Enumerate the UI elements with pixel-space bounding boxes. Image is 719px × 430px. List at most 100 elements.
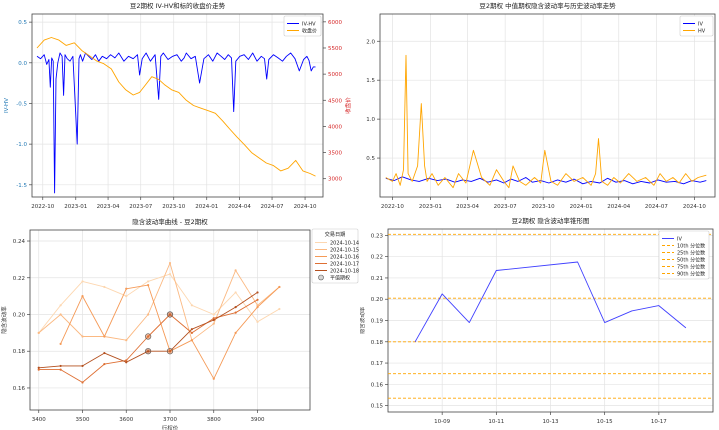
data-point [212, 322, 215, 325]
series-line-1 [414, 261, 687, 343]
x-tick-label: 2024-07 [645, 204, 668, 210]
data-point [190, 304, 193, 307]
data-point [37, 331, 40, 334]
plot-frame [31, 13, 324, 198]
data-point [234, 306, 237, 309]
data-point [256, 306, 259, 309]
data-point [103, 351, 106, 355]
y-tick-label: 1.5 [366, 78, 375, 84]
data-point [147, 284, 150, 287]
data-point [212, 318, 215, 322]
x-tick-label: 2023-10 [162, 204, 185, 210]
data-point [125, 361, 128, 364]
y-axis-label: 隐含波动率 [0, 306, 8, 334]
y2-axis-label: 收盘价 [344, 97, 352, 114]
x-tick-label: 2023-04 [97, 204, 120, 210]
data-point [234, 311, 237, 314]
data-point [278, 307, 281, 311]
legend-box [679, 15, 714, 37]
data-point [103, 362, 106, 366]
atm-point [145, 333, 152, 340]
data-point [81, 364, 84, 368]
y-tick-label: 0.15 [371, 404, 384, 410]
y-tick-label: 0.5 [18, 20, 27, 26]
chart-iv-hv-close: 2022-10 2023-01 2023-04 2023-07 2023-10 2024-… [0, 0, 360, 215]
x-tick-label: 2023-07 [494, 204, 517, 210]
data-point [125, 359, 128, 362]
y2-tick-label: 6000 [328, 20, 342, 26]
atm-point [166, 348, 174, 355]
y-axis-label: IV-HV [4, 98, 10, 113]
x-tick-label: 2022-10 [31, 204, 54, 210]
data-point [59, 368, 62, 371]
legend-label: 2024-10-17 [330, 262, 359, 268]
data-point [190, 339, 193, 342]
y-tick-label: -0.5 [16, 101, 27, 107]
y-tick-label: 1.0 [366, 117, 375, 123]
atm-point [145, 348, 152, 355]
data-point [125, 287, 128, 290]
legend-label: 2024-10-14 [330, 241, 359, 247]
series-line-4 [38, 299, 258, 383]
data-point [190, 328, 193, 331]
legend-label: 75th 分位数 [677, 264, 705, 271]
y-tick-label: 0.21 [371, 276, 383, 282]
data-point [125, 339, 128, 342]
x-tick-label: 10-15 [597, 419, 613, 425]
x-tick-label: 2024-01 [570, 204, 593, 210]
y-tick-label: 0.0 [18, 61, 27, 67]
legend-label: IV-HV [302, 22, 316, 28]
series-line-1 [38, 273, 280, 334]
chart-iv-cone: 10-09 10-11 10-13 10-15 10-17 0.15 0.16 0.17 0.1… [360, 215, 719, 430]
data-point [256, 291, 259, 294]
data-point [59, 342, 62, 345]
data-point [168, 272, 172, 276]
y-axis-label: 隐含波动率 [360, 306, 366, 334]
data-point [234, 331, 237, 334]
atm-point [166, 311, 174, 318]
series-line-2 [38, 262, 280, 341]
x-tick-label: 3600 [119, 417, 133, 423]
series-line-1 [36, 52, 316, 194]
data-point [212, 377, 215, 380]
x-tick-label: 10-11 [488, 419, 504, 425]
chart-title: 豆2期权 隐含波动率锥形图 [512, 216, 590, 225]
legend-label: 50th 分位数 [677, 257, 705, 264]
y-tick-label: -1.5 [16, 183, 27, 189]
data-point [212, 317, 215, 320]
y2-tick-label: 4500 [328, 98, 342, 104]
data-point [256, 298, 259, 301]
chart-svg: 2022-10 2023-01 2023-04 2023-07 2023-10 2024-… [4, 1, 352, 210]
x-tick-label: 3900 [251, 417, 265, 423]
y-tick-label: 0.24 [13, 239, 26, 245]
legend-label: IV [677, 237, 682, 243]
y-tick-label: 2.0 [366, 39, 375, 45]
x-tick-label: 3400 [32, 417, 46, 423]
y-tick-label: 0.17 [371, 361, 384, 367]
x-tick-label: 3500 [76, 417, 90, 423]
y-tick-label: 0.20 [13, 312, 26, 318]
data-point [256, 304, 259, 307]
legend-label: IV [698, 22, 703, 28]
legend-label: 2024-10-18 [330, 269, 359, 275]
data-point [168, 261, 172, 265]
x-tick-label: 10-09 [434, 419, 450, 425]
y-tick-label: 0.5 [366, 156, 375, 162]
y2-tick-label: 5000 [328, 72, 342, 78]
x-tick-label: 2023-04 [456, 204, 479, 210]
y-tick-label: -1.0 [16, 142, 27, 148]
y-tick-label: 0.22 [13, 276, 25, 282]
data-point [59, 313, 62, 316]
y-tick-label: 0.19 [371, 319, 384, 325]
data-point [147, 313, 150, 316]
y-tick-label: 0.18 [371, 340, 384, 346]
legend-label: 2024-10-16 [330, 255, 359, 261]
y2-tick-label: 5500 [328, 46, 342, 52]
x-tick-label: 2023-01 [419, 204, 442, 210]
y-tick-label: 0.16 [13, 386, 26, 392]
chart-svg: 10-09 10-11 10-13 10-15 10-17 0.15 0.16 0.17 0.1… [360, 216, 714, 425]
chart-title: 隐含波动率曲线 - 豆2期权 [132, 217, 208, 226]
chart-title: 豆2期权 IV-HV和标的收盘价走势 [130, 1, 226, 10]
y-tick-label: 0.23 [371, 233, 384, 239]
